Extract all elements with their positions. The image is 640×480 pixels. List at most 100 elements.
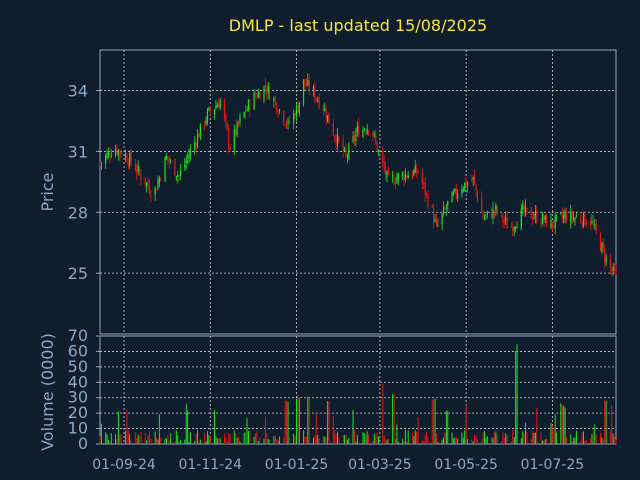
candle-body (604, 249, 606, 261)
candle-body (481, 198, 483, 213)
candle-body (585, 222, 587, 225)
candle-body (512, 226, 514, 232)
candle-body (605, 257, 607, 264)
candle-body (427, 194, 429, 207)
candle-body (482, 212, 484, 220)
candle-body (599, 233, 602, 251)
candle-body (154, 187, 156, 195)
candle-body (335, 138, 337, 145)
candle-body (530, 207, 532, 219)
candle-body (362, 128, 364, 138)
candle-body (138, 168, 141, 173)
candle-body (127, 162, 129, 165)
candle-body (424, 181, 426, 196)
candle-body (541, 214, 544, 224)
candle-body (204, 122, 206, 126)
candle-body (332, 123, 334, 136)
candle-body (288, 120, 291, 123)
candle-body (209, 109, 211, 112)
candle-body (485, 214, 487, 216)
candle-body (571, 211, 573, 219)
candle-body (451, 191, 453, 203)
candle-body (386, 170, 388, 178)
candle-body (100, 162, 103, 164)
candle-body (417, 171, 419, 173)
candle-body (406, 175, 408, 178)
candle-body (179, 170, 182, 176)
candle-body (551, 221, 553, 227)
candle-body (394, 182, 397, 184)
candle-body (564, 213, 566, 218)
candle-body (196, 133, 199, 148)
candle-body (365, 131, 367, 133)
candle-body (561, 214, 563, 218)
candle-body (454, 188, 456, 192)
candle-body (613, 268, 616, 272)
candle-body (442, 207, 445, 214)
candle-body (308, 80, 310, 91)
volume-panel-frame (99, 335, 617, 445)
candle-body (284, 124, 286, 126)
volume-tick-label: 70 (68, 326, 88, 345)
candle-body (411, 173, 414, 177)
candle-body (403, 173, 405, 181)
candle-body (502, 214, 504, 222)
candle-body (305, 83, 307, 87)
candle-body (317, 100, 319, 102)
candle-body (263, 86, 265, 102)
candle-body (194, 142, 196, 150)
candle-body (471, 180, 473, 182)
candle-body (328, 112, 330, 124)
candle-body (546, 214, 548, 227)
candle-body (465, 180, 467, 187)
candle-body (157, 181, 159, 189)
candle-body (195, 142, 197, 146)
candle-body (225, 115, 227, 122)
candle-body (199, 123, 201, 138)
candle-body (500, 212, 503, 214)
candle-body (213, 109, 216, 115)
candle-body (343, 148, 346, 150)
candle-body (276, 102, 278, 112)
candle-body (414, 165, 416, 173)
candle-body (177, 174, 179, 177)
candle-body (223, 100, 226, 118)
candle-body (189, 149, 192, 156)
x-tick-label: 01-01-25 (265, 457, 329, 473)
candle-body (358, 124, 360, 137)
candle-body (114, 149, 117, 156)
candle-body (373, 133, 375, 135)
candle-body (302, 79, 305, 104)
candle-body (515, 227, 517, 229)
candle-body (168, 158, 170, 163)
candle-body (363, 129, 365, 131)
candle-body (591, 220, 593, 223)
candle-body (188, 155, 190, 160)
candle-body (314, 85, 316, 100)
candle-body (325, 110, 327, 120)
candle-body (286, 123, 288, 126)
candle-body (401, 172, 404, 176)
candle-body (175, 176, 177, 178)
candle-body (520, 208, 522, 229)
candle-body (236, 121, 238, 135)
candle-body (505, 218, 507, 220)
candle-body (150, 195, 152, 197)
volume-tick-label: 0 (78, 434, 88, 453)
candle-body (474, 175, 476, 183)
candle-body (228, 128, 230, 146)
candle-body (336, 134, 339, 146)
candle-body (475, 184, 477, 191)
candle-body (174, 158, 176, 176)
candle-body (178, 174, 180, 176)
candle-body (433, 208, 435, 223)
candle-body (120, 151, 122, 157)
candle-body (233, 130, 235, 150)
candle-body (611, 270, 613, 272)
candle-body (267, 86, 269, 93)
volume-tick-label: 60 (68, 341, 88, 360)
candle-body (609, 258, 611, 268)
candle-body (396, 177, 398, 184)
candle-body (503, 219, 505, 222)
